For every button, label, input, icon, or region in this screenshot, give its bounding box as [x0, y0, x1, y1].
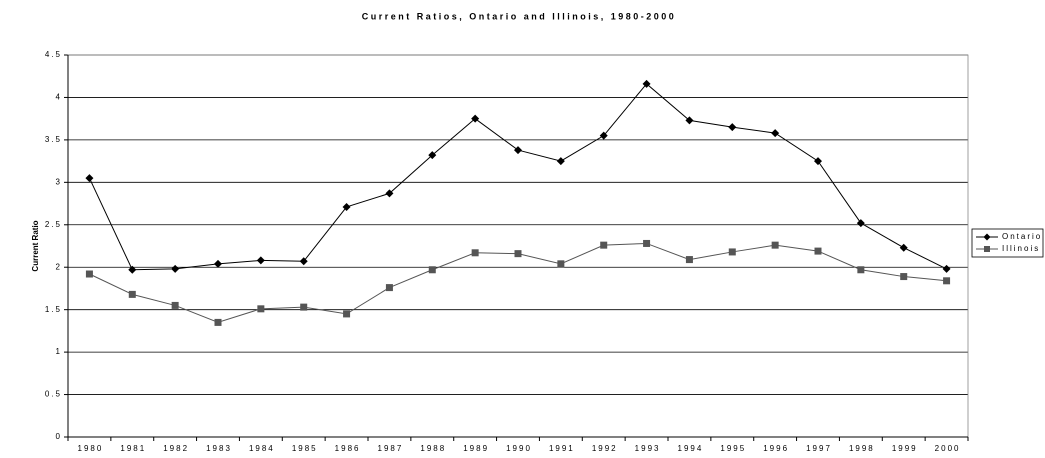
data-point	[471, 114, 480, 123]
data-point	[643, 239, 651, 247]
x-tick-label: 1985	[292, 444, 318, 453]
data-point	[128, 265, 137, 274]
data-point	[385, 284, 393, 292]
y-tick-label: 1	[56, 347, 62, 356]
x-tick-label: 1990	[506, 444, 532, 453]
data-point	[814, 157, 822, 166]
legend-marker	[984, 246, 990, 252]
x-tick-label: 1983	[206, 444, 232, 453]
x-tick-label: 1987	[378, 444, 404, 453]
data-point	[814, 247, 822, 255]
y-tick-label: 4	[56, 93, 62, 102]
x-tick-label: 1997	[806, 444, 832, 453]
data-point	[514, 250, 522, 258]
data-point	[300, 303, 308, 311]
legend-label: Illinois	[1002, 244, 1040, 253]
y-tick-label: 0.5	[45, 390, 62, 399]
x-tick-label: 1999	[892, 444, 918, 453]
data-point	[685, 256, 693, 264]
data-point	[599, 131, 608, 140]
data-point	[257, 305, 265, 313]
data-point	[471, 249, 479, 257]
y-tick-label: 2	[56, 262, 62, 271]
data-point	[899, 243, 908, 252]
data-point	[900, 273, 908, 281]
data-point	[385, 189, 394, 198]
data-point	[685, 116, 694, 125]
y-tick-label: 0	[56, 432, 62, 441]
x-tick-label: 1984	[249, 444, 275, 453]
data-point	[85, 270, 93, 278]
data-point	[857, 266, 865, 274]
legend-marker	[983, 233, 991, 241]
data-point	[856, 219, 865, 228]
x-tick-label: 1981	[120, 444, 146, 453]
data-point	[128, 290, 136, 298]
y-tick-label: 1.5	[45, 305, 62, 314]
data-point	[171, 264, 180, 273]
x-tick-label: 1996	[763, 444, 789, 453]
legend-label: Ontario	[1002, 232, 1042, 241]
x-tick-label: 1986	[335, 444, 361, 453]
y-tick-label: 3.5	[45, 135, 62, 144]
x-tick-label: 1994	[678, 444, 704, 453]
x-tick-label: 1988	[420, 444, 446, 453]
data-point	[556, 157, 565, 166]
x-tick-label: 1982	[163, 444, 189, 453]
data-point	[600, 241, 608, 249]
data-point	[771, 129, 780, 138]
series-line	[88, 83, 947, 271]
x-tick-label: 1989	[463, 444, 489, 453]
data-point	[642, 79, 651, 88]
y-axis-label: Current Ratio	[31, 220, 40, 271]
data-point	[299, 257, 308, 266]
data-point	[728, 248, 736, 256]
data-point	[942, 264, 951, 273]
data-point	[728, 123, 737, 132]
data-point	[214, 259, 222, 268]
x-tick-label: 1992	[592, 444, 618, 453]
data-point	[343, 310, 351, 318]
data-point	[514, 146, 522, 155]
data-point	[214, 318, 222, 326]
data-point	[171, 301, 179, 309]
x-tick-label: 1998	[849, 444, 875, 453]
legend-box	[971, 228, 1044, 258]
data-point	[771, 241, 779, 249]
plot-frame	[67, 54, 969, 438]
x-tick-label: 1993	[635, 444, 661, 453]
data-point	[428, 151, 437, 160]
y-tick-label: 3	[56, 177, 62, 186]
data-point	[256, 256, 265, 265]
data-point	[342, 202, 351, 211]
y-tick-label: 2.5	[45, 220, 62, 229]
x-tick-label: 2000	[935, 444, 961, 453]
data-point	[428, 266, 436, 274]
x-tick-label: 1991	[549, 444, 575, 453]
x-tick-label: 1980	[78, 444, 104, 453]
chart-title: Current Ratios, Ontario and Illinois, 19…	[362, 11, 677, 21]
data-point	[85, 174, 94, 183]
data-point	[557, 260, 565, 268]
x-tick-label: 1995	[720, 444, 746, 453]
y-tick-label: 4.5	[45, 50, 62, 59]
data-point	[943, 277, 951, 285]
